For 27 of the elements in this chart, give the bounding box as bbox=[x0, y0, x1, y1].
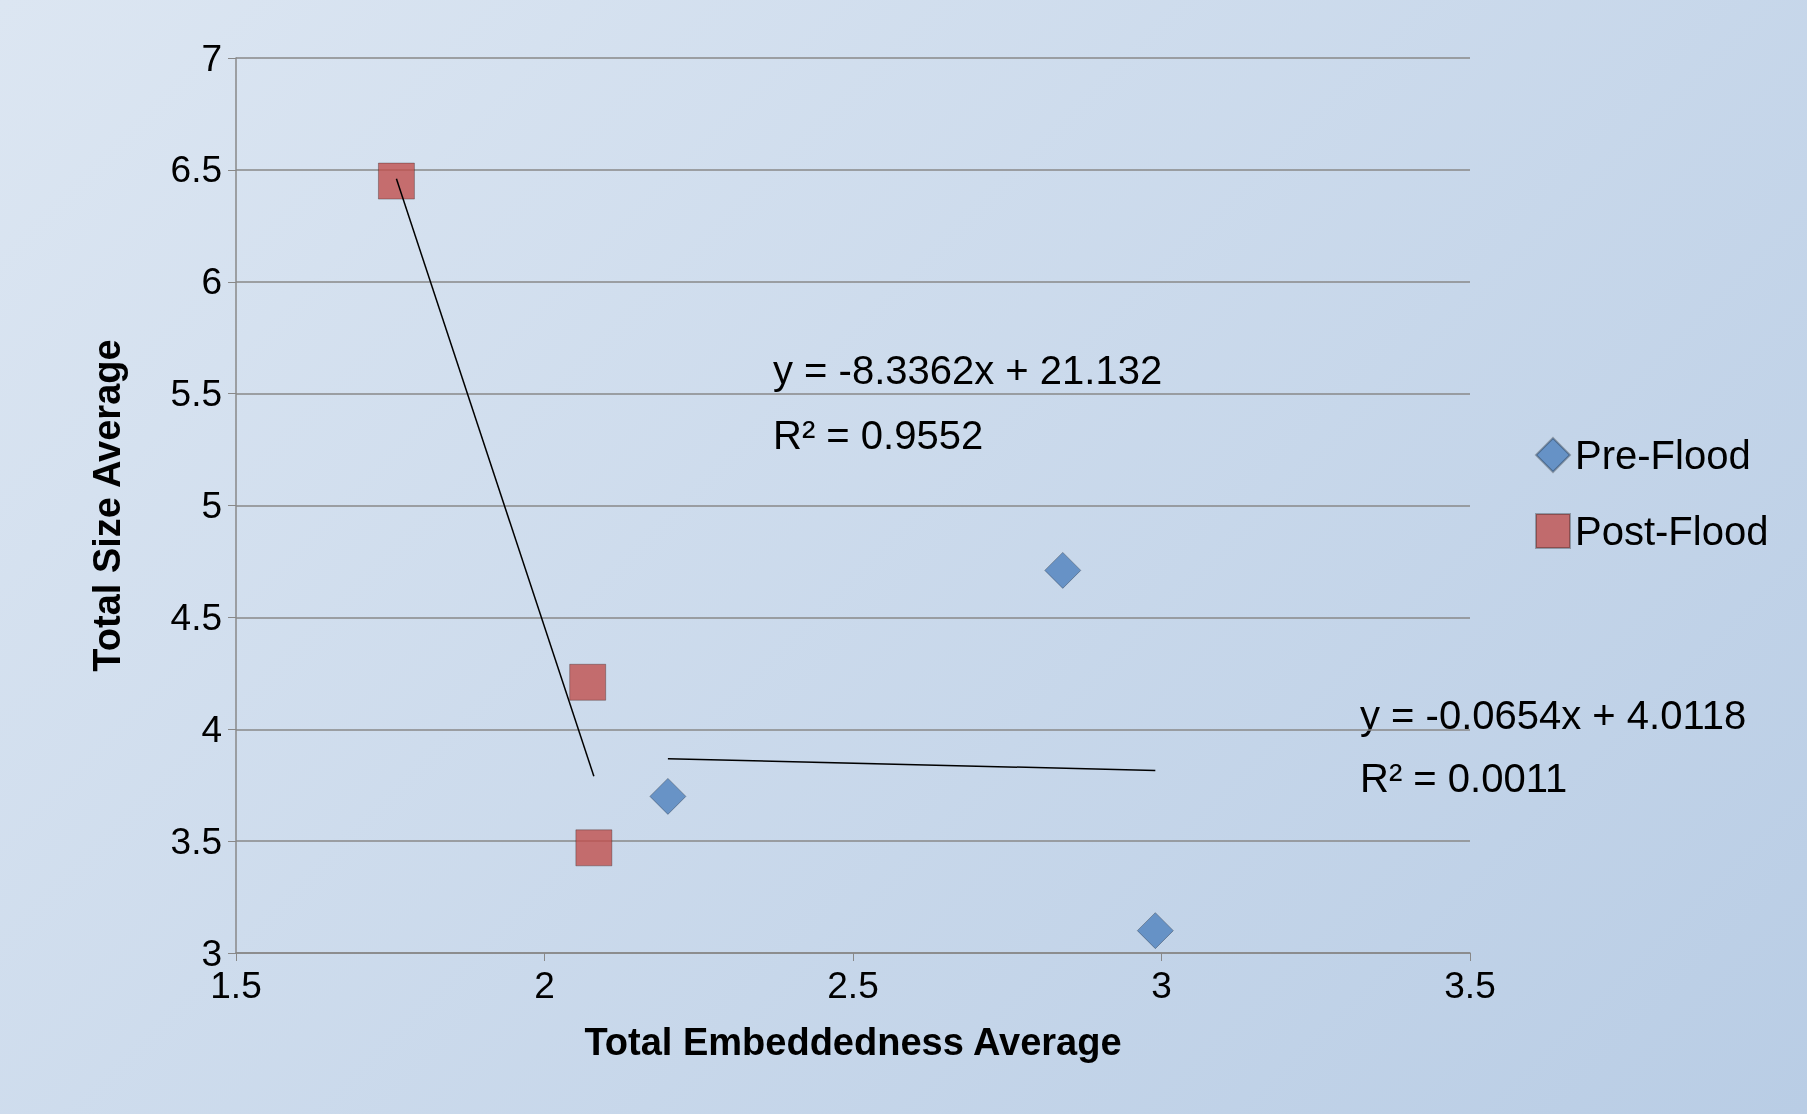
point bbox=[649, 777, 687, 815]
annotation: y = -8.3362x + 21.132 bbox=[773, 348, 1163, 392]
legend-label: Pre-Flood bbox=[1575, 433, 1751, 477]
annotation: R² = 0.0011 bbox=[1360, 756, 1568, 800]
y-tick-label: 4 bbox=[201, 708, 222, 750]
y-tick-label: 4.5 bbox=[170, 596, 222, 638]
annotation: R² = 0.9552 bbox=[773, 413, 984, 457]
x-tick-label: 1.5 bbox=[210, 965, 262, 1006]
point bbox=[575, 829, 613, 867]
x-tick-label: 3 bbox=[1151, 965, 1172, 1006]
x-tick-label: 2 bbox=[534, 965, 555, 1006]
x-axis-title: Total Embeddedness Average bbox=[584, 1021, 1122, 1063]
annotation: y = -0.0654x + 4.0118 bbox=[1360, 693, 1747, 737]
point bbox=[1136, 912, 1174, 950]
y-tick-label: 5 bbox=[201, 485, 222, 526]
y-tick-label: 6 bbox=[201, 261, 222, 303]
y-tick-label: 3.5 bbox=[170, 820, 222, 862]
y-axis-title: Total Size Average bbox=[86, 339, 128, 672]
y-tick-label: 7 bbox=[201, 37, 222, 79]
point bbox=[569, 663, 607, 701]
point bbox=[1044, 551, 1082, 589]
point bbox=[377, 162, 415, 200]
y-tick-label: 6.5 bbox=[170, 149, 222, 191]
y-tick-label: 5.5 bbox=[170, 373, 222, 415]
x-tick-label: 3.5 bbox=[1444, 965, 1496, 1006]
x-tick-label: 2.5 bbox=[827, 965, 879, 1006]
legend-label: Post-Flood bbox=[1575, 509, 1769, 553]
